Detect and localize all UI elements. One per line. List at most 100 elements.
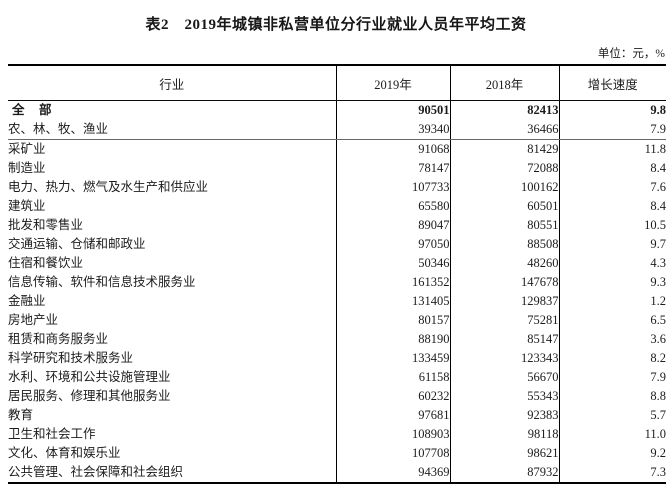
table-title: 表2 2019年城镇非私营单位分行业就业人员年平均工资	[145, 17, 527, 33]
industry-cell: 批发和零售业	[8, 218, 84, 232]
table-row: 居民服务、修理和其他服务业 60232 55343 8.8	[8, 387, 666, 406]
value-2018-cell: 87932	[449, 463, 559, 483]
value-2019-cell: 91068	[335, 139, 450, 159]
value-2018-cell: 100162	[449, 178, 559, 197]
industry-cell: 全 部	[12, 103, 53, 117]
value-2018-cell: 85147	[449, 330, 559, 349]
value-2018-cell: 92383	[449, 406, 559, 425]
value-2019-cell: 133459	[335, 349, 450, 368]
value-2018-cell: 82413	[449, 100, 559, 120]
value-2018-cell: 147678	[449, 273, 559, 292]
industry-cell: 水利、环境和公共设施管理业	[8, 370, 171, 384]
table-row: 公共管理、社会保障和社会组织 94369 87932 7.3	[8, 463, 666, 483]
table-row: 住宿和餐饮业 50346 48260 4.3	[8, 254, 666, 273]
value-2019-cell: 88190	[335, 330, 450, 349]
value-2019-cell: 107708	[335, 444, 450, 463]
table-row: 教育 97681 92383 5.7	[8, 406, 666, 425]
growth-rate-cell: 7.9	[558, 368, 666, 387]
value-2019-cell: 94369	[335, 463, 450, 483]
growth-rate-cell: 9.3	[558, 273, 666, 292]
table-row: 电力、热力、燃气及水生产和供应业 107733 100162 7.6	[8, 178, 666, 197]
growth-rate-cell: 8.8	[558, 387, 666, 406]
value-2019-cell: 39340	[335, 120, 450, 140]
growth-rate-cell: 8.2	[558, 349, 666, 368]
growth-rate-cell: 4.3	[558, 254, 666, 273]
value-2018-cell: 75281	[449, 311, 559, 330]
industry-cell: 科学研究和技术服务业	[8, 351, 134, 365]
growth-rate-cell: 5.7	[558, 406, 666, 425]
value-2019-cell: 60232	[335, 387, 450, 406]
table-row: 采矿业 91068 81429 11.8	[8, 139, 666, 159]
table-row: 房地产业 80157 75281 6.5	[8, 311, 666, 330]
header-row: 行业 2019年 2018年 增长速度	[8, 65, 666, 101]
value-2018-cell: 88508	[449, 235, 559, 254]
table-row: 水利、环境和公共设施管理业 61158 56670 7.9	[8, 368, 666, 387]
growth-rate-cell: 9.7	[558, 235, 666, 254]
wage-table: 行业 2019年 2018年 增长速度 全 部 90501 82413 9.8 农、林、…	[8, 64, 666, 484]
value-2019-cell: 80157	[335, 311, 450, 330]
value-2018-cell: 56670	[449, 368, 559, 387]
table-row: 信息传输、软件和信息技术服务业 161352 147678 9.3	[8, 273, 666, 292]
industry-cell: 建筑业	[8, 199, 46, 213]
value-2018-cell: 98118	[449, 425, 559, 444]
value-2018-cell: 60501	[449, 197, 559, 216]
growth-rate-cell: 1.2	[558, 292, 666, 311]
value-2018-cell: 48260	[449, 254, 559, 273]
growth-rate-cell: 7.6	[558, 178, 666, 197]
value-2019-cell: 161352	[335, 273, 450, 292]
value-2018-cell: 123343	[449, 349, 559, 368]
industry-cell: 住宿和餐饮业	[8, 256, 84, 270]
table-row: 租赁和商务服务业 88190 85147 3.6	[8, 330, 666, 349]
value-2019-cell: 90501	[335, 100, 450, 120]
growth-rate-cell: 6.5	[558, 311, 666, 330]
table-row: 金融业 131405 129837 1.2	[8, 292, 666, 311]
growth-rate-cell: 9.2	[558, 444, 666, 463]
column-header-2018: 2018年	[449, 65, 559, 101]
growth-rate-cell: 11.0	[558, 425, 666, 444]
growth-rate-cell: 7.9	[558, 120, 666, 140]
value-2019-cell: 107733	[335, 178, 450, 197]
table-row: 全 部 90501 82413 9.8	[8, 100, 666, 120]
growth-rate-cell: 3.6	[558, 330, 666, 349]
growth-rate-cell: 11.8	[558, 139, 666, 159]
industry-cell: 房地产业	[8, 313, 59, 327]
industry-cell: 农、林、牧、渔业	[8, 120, 336, 140]
value-2019-cell: 50346	[335, 254, 450, 273]
value-2019-cell: 89047	[335, 216, 450, 235]
growth-rate-cell: 8.4	[558, 159, 666, 178]
table-body: 全 部 90501 82413 9.8 农、林、牧、渔业 39340 36466 7.9 采矿业…	[8, 100, 666, 483]
column-header-growth: 增长速度	[558, 65, 666, 101]
industry-cell: 文化、体育和娱乐业	[8, 446, 121, 460]
growth-rate-cell: 9.8	[558, 100, 666, 120]
value-2018-cell: 98621	[449, 444, 559, 463]
industry-cell: 电力、热力、燃气及水生产和供应业	[8, 180, 209, 194]
table-row: 科学研究和技术服务业 133459 123343 8.2	[8, 349, 666, 368]
value-2019-cell: 108903	[335, 425, 450, 444]
growth-rate-cell: 10.5	[558, 216, 666, 235]
unit-note: 单位：元，%	[597, 48, 665, 60]
value-2019-cell: 97050	[335, 235, 450, 254]
industry-cell: 制造业	[8, 161, 46, 175]
table-row: 卫生和社会工作 108903 98118 11.0	[8, 425, 666, 444]
column-header-industry: 行业	[8, 65, 336, 101]
growth-rate-cell: 7.3	[558, 463, 666, 483]
value-2019-cell: 78147	[335, 159, 450, 178]
industry-cell: 公共管理、社会保障和社会组织	[8, 465, 184, 479]
value-2018-cell: 81429	[449, 139, 559, 159]
industry-cell: 居民服务、修理和其他服务业	[8, 389, 171, 403]
value-2018-cell: 129837	[449, 292, 559, 311]
growth-rate-cell: 8.4	[558, 197, 666, 216]
industry-cell: 采矿业	[8, 142, 46, 156]
table-row: 制造业 78147 72088 8.4	[8, 159, 666, 178]
value-2018-cell: 72088	[449, 159, 559, 178]
value-2018-cell: 55343	[449, 387, 559, 406]
industry-cell: 租赁和商务服务业	[8, 332, 109, 346]
column-header-2019: 2019年	[335, 65, 450, 101]
industry-cell: 金融业	[8, 294, 46, 308]
table-row: 批发和零售业 89047 80551 10.5	[8, 216, 666, 235]
value-2019-cell: 61158	[335, 368, 450, 387]
table-row: 建筑业 65580 60501 8.4	[8, 197, 666, 216]
value-2018-cell: 80551	[449, 216, 559, 235]
industry-cell: 卫生和社会工作	[8, 427, 96, 441]
